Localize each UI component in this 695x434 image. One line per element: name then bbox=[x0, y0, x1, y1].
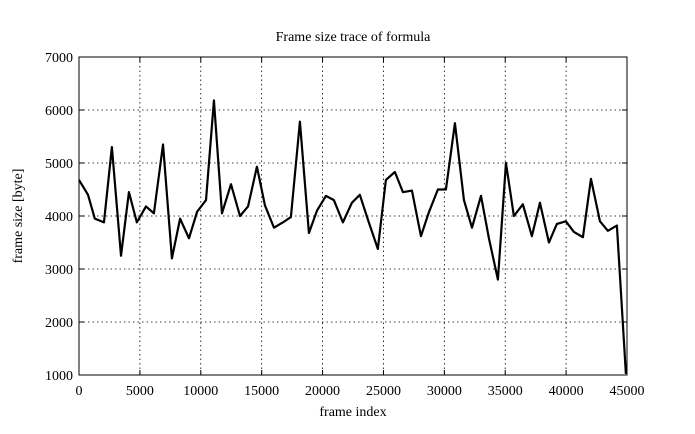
x-tick-label: 0 bbox=[76, 384, 83, 399]
x-tick-label: 10000 bbox=[183, 384, 218, 399]
x-tick-label: 15000 bbox=[244, 384, 279, 399]
y-axis-label: frame size [byte] bbox=[11, 169, 26, 264]
y-tick-label: 6000 bbox=[45, 104, 73, 119]
y-tick-label: 4000 bbox=[45, 210, 73, 225]
x-tick-label: 20000 bbox=[305, 384, 340, 399]
x-tick-label: 5000 bbox=[126, 384, 154, 399]
x-axis-label: frame index bbox=[319, 405, 386, 420]
x-tick-label: 40000 bbox=[549, 384, 584, 399]
x-tick-label: 25000 bbox=[366, 384, 401, 399]
chart-title: Frame size trace of formula bbox=[276, 30, 431, 45]
x-tick-label: 30000 bbox=[427, 384, 462, 399]
plot-frame bbox=[78, 56, 628, 376]
x-tick-label: 45000 bbox=[610, 384, 645, 399]
y-tick-label: 7000 bbox=[45, 51, 73, 66]
x-tick-label: 35000 bbox=[488, 384, 523, 399]
data-line bbox=[78, 99, 628, 375]
y-tick-label: 1000 bbox=[45, 369, 73, 384]
y-tick-label: 2000 bbox=[45, 316, 73, 331]
y-tick-label: 3000 bbox=[45, 263, 73, 278]
y-tick-label: 5000 bbox=[45, 157, 73, 172]
